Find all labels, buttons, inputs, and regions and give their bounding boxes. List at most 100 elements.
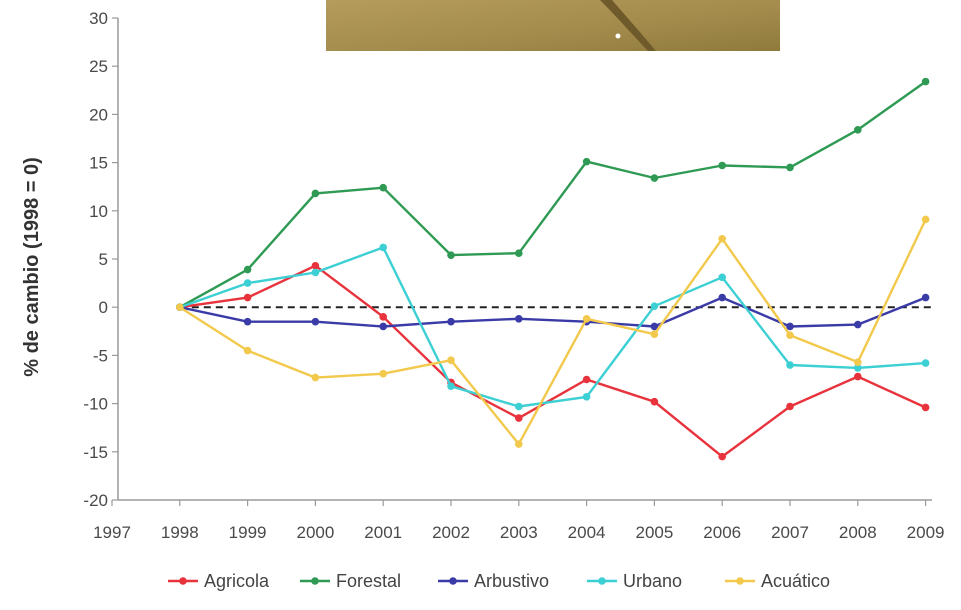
y-tick-label: 30 — [89, 9, 108, 28]
legend-item-urbano: Urbano — [587, 571, 682, 591]
x-tick-label: 2009 — [907, 523, 945, 542]
data-point — [582, 393, 591, 401]
x-tick-label: 2005 — [635, 523, 673, 542]
legend-item-agricola: Agricola — [168, 571, 270, 591]
data-point — [311, 317, 320, 326]
data-point — [650, 302, 659, 311]
y-tick-label: 20 — [89, 105, 108, 124]
x-tick-label: 1997 — [93, 523, 131, 542]
data-point — [786, 163, 794, 172]
data-point — [786, 402, 794, 411]
x-tick-label: 2008 — [839, 523, 877, 542]
x-tick-label: 2007 — [771, 523, 809, 542]
y-tick-label: 25 — [89, 57, 108, 76]
data-point — [176, 303, 184, 312]
data-point — [921, 359, 930, 367]
data-point — [447, 251, 455, 259]
series-line — [179, 264, 927, 458]
photo-overlay — [326, 0, 780, 51]
legend-swatch-marker — [311, 577, 319, 585]
data-point — [718, 234, 726, 243]
series-arbustivo — [176, 293, 930, 331]
data-point — [921, 293, 930, 302]
data-point — [718, 273, 726, 282]
data-point — [447, 356, 455, 365]
series-line — [179, 80, 927, 309]
legend-swatch-marker — [736, 577, 744, 585]
legend-label: Agricola — [204, 571, 270, 591]
data-point — [650, 330, 659, 338]
data-point — [447, 317, 455, 326]
legend-swatch-marker — [449, 577, 457, 585]
y-tick-label: 5 — [99, 250, 108, 269]
data-point — [650, 174, 659, 182]
series-line — [179, 218, 927, 446]
y-tick-label: 0 — [99, 298, 108, 317]
data-point — [515, 402, 523, 411]
x-tick-label: 1999 — [229, 523, 267, 542]
x-tick-label: 2000 — [296, 523, 334, 542]
data-point — [379, 313, 388, 321]
data-point — [311, 261, 320, 270]
legend-item-arbustivo: Arbustivo — [438, 571, 549, 591]
data-point — [786, 361, 794, 369]
legend-label: Arbustivo — [474, 571, 549, 591]
legend-label: Forestal — [336, 571, 401, 591]
data-point — [515, 414, 523, 422]
data-point — [650, 397, 659, 406]
data-point — [921, 403, 930, 412]
legend-label: Urbano — [623, 571, 682, 591]
data-point — [447, 382, 455, 391]
data-point — [515, 314, 523, 323]
legend-swatch-marker — [598, 577, 606, 585]
series-line — [179, 296, 927, 328]
x-tick-label: 2001 — [364, 523, 402, 542]
x-tick-label: 1998 — [161, 523, 199, 542]
photo-highlight — [615, 33, 621, 39]
data-point — [854, 320, 862, 329]
data-point — [243, 279, 252, 287]
series-group — [176, 77, 930, 461]
data-point — [854, 372, 862, 381]
data-point — [515, 249, 523, 258]
series-line — [179, 246, 926, 408]
x-tick-label: 2006 — [703, 523, 741, 542]
data-point — [854, 358, 862, 366]
legend-swatch-marker — [179, 577, 187, 585]
data-point — [854, 364, 862, 372]
photo-background — [326, 0, 780, 51]
data-point — [718, 452, 726, 461]
data-point — [243, 346, 252, 355]
series-agricola — [176, 261, 930, 461]
series-forestal — [176, 77, 930, 312]
x-tick-label: 2002 — [432, 523, 470, 542]
legend-item-acuático: Acuático — [725, 571, 830, 591]
data-point — [243, 293, 252, 302]
y-axis-label: % de cambio (1998 = 0) — [21, 157, 43, 377]
data-point — [786, 322, 794, 331]
data-point — [582, 157, 591, 166]
y-tick-label: 10 — [89, 202, 108, 221]
y-tick-label: 15 — [89, 154, 108, 173]
series-acuático — [176, 215, 930, 448]
data-point — [650, 322, 659, 331]
data-point — [854, 126, 862, 134]
data-point — [921, 215, 930, 224]
data-point — [243, 265, 252, 274]
photo-branch — [600, 0, 656, 51]
data-point — [515, 440, 523, 448]
data-point — [311, 268, 320, 277]
y-tick-label: -5 — [93, 346, 108, 365]
series-urbano — [176, 243, 930, 411]
data-point — [921, 77, 930, 86]
data-point — [379, 243, 388, 252]
axes: 30 25 20 15 10 5 0 -5 -10 -15 -20 1997 1998 1999 2000 2… — [21, 9, 945, 542]
data-point — [786, 331, 794, 339]
data-point — [718, 293, 726, 302]
data-point — [379, 369, 388, 378]
legend-label: Acuático — [761, 571, 830, 591]
legend: Agricola Forestal Arbustivo Urbano Acuático — [168, 571, 830, 591]
data-point — [379, 322, 388, 331]
